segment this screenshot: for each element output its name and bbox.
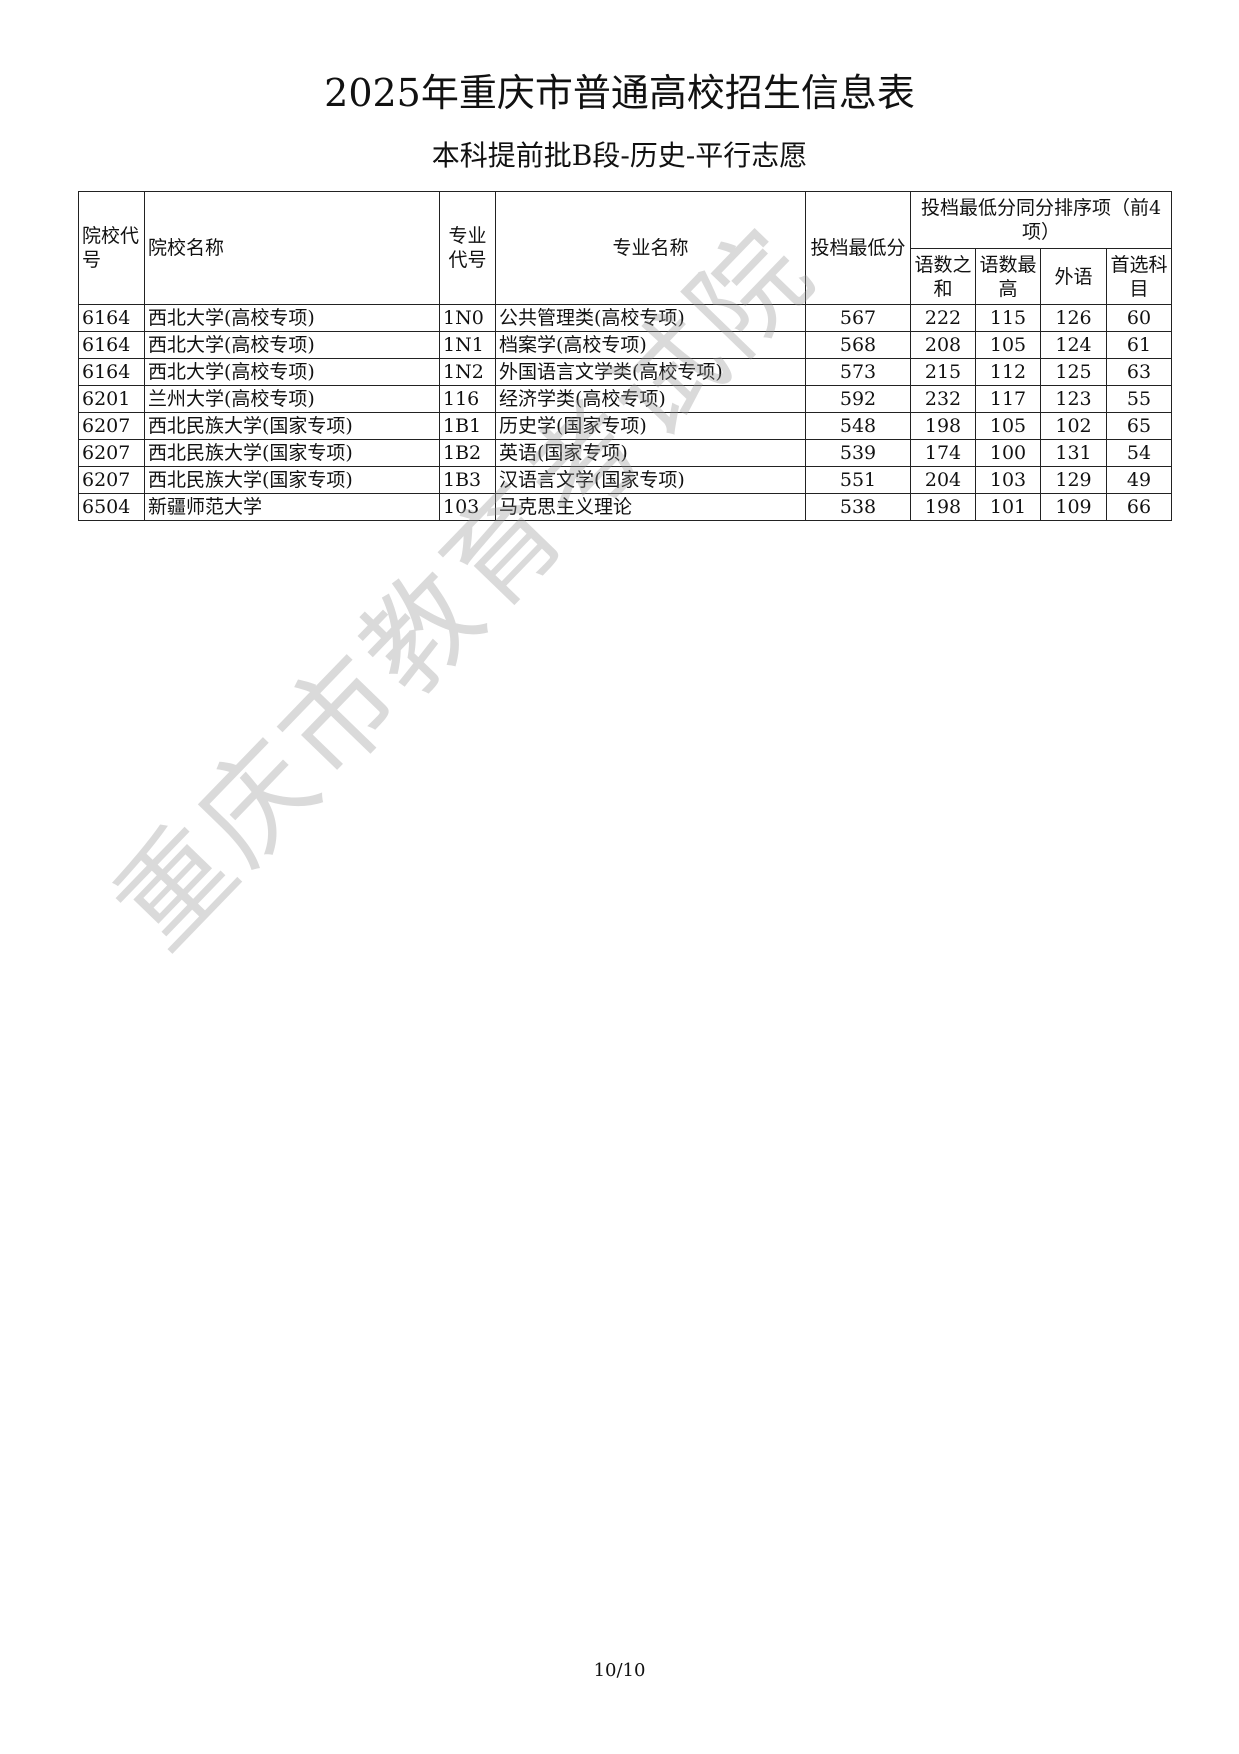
cell-school-code: 6164 xyxy=(78,304,145,332)
cell-school-code: 6201 xyxy=(78,385,145,413)
cell-tb1: 198 xyxy=(910,493,976,521)
cell-major-name: 汉语言文学(国家专项) xyxy=(495,466,806,494)
cell-school-code: 6207 xyxy=(78,412,145,440)
table-row: 6207 西北民族大学(国家专项) 1B2 英语(国家专项) 539 174 100 131 5… xyxy=(78,439,1172,467)
cell-min-score: 539 xyxy=(805,439,911,467)
cell-tb2: 105 xyxy=(975,412,1041,440)
cell-tb1: 198 xyxy=(910,412,976,440)
cell-school-code: 6164 xyxy=(78,331,145,359)
header-min-score: 投档最低分 xyxy=(805,191,911,305)
cell-tb4: 66 xyxy=(1106,493,1172,521)
cell-school-code: 6207 xyxy=(78,439,145,467)
cell-school-name: 西北民族大学(国家专项) xyxy=(144,439,440,467)
cell-school-name: 西北大学(高校专项) xyxy=(144,331,440,359)
cell-major-code: 1B1 xyxy=(439,412,496,440)
cell-min-score: 592 xyxy=(805,385,911,413)
cell-school-code: 6207 xyxy=(78,466,145,494)
cell-major-name: 外国语言文学类(高校专项) xyxy=(495,358,806,386)
page-subtitle: 本科提前批B段-历史-平行志愿 xyxy=(431,139,808,172)
table-row: 6207 西北民族大学(国家专项) 1B1 历史学(国家专项) 548 198 105 102… xyxy=(78,412,1172,440)
cell-tb2: 117 xyxy=(975,385,1041,413)
cell-major-name: 英语(国家专项) xyxy=(495,439,806,467)
cell-tb3: 131 xyxy=(1040,439,1107,467)
table-row: 6164 西北大学(高校专项) 1N2 外国语言文学类(高校专项) 573 215 112 1… xyxy=(78,358,1172,386)
header-tiebreak-1: 语数之和 xyxy=(910,248,976,305)
header-tiebreak-4: 首选科目 xyxy=(1106,248,1172,305)
cell-major-code: 103 xyxy=(439,493,496,521)
cell-major-code: 1B3 xyxy=(439,466,496,494)
cell-major-name: 经济学类(高校专项) xyxy=(495,385,806,413)
table-row: 6207 西北民族大学(国家专项) 1B3 汉语言文学(国家专项) 551 204 103 1… xyxy=(78,466,1172,494)
cell-min-score: 551 xyxy=(805,466,911,494)
cell-tb4: 54 xyxy=(1106,439,1172,467)
cell-tb2: 101 xyxy=(975,493,1041,521)
cell-school-name: 西北大学(高校专项) xyxy=(144,358,440,386)
cell-tb4: 60 xyxy=(1106,304,1172,332)
cell-school-code: 6164 xyxy=(78,358,145,386)
cell-school-name: 西北民族大学(国家专项) xyxy=(144,466,440,494)
header-major-code: 专业代号 xyxy=(439,191,496,305)
cell-tb2: 103 xyxy=(975,466,1041,494)
cell-tb1: 204 xyxy=(910,466,976,494)
cell-tb1: 232 xyxy=(910,385,976,413)
cell-tb2: 100 xyxy=(975,439,1041,467)
cell-major-name: 马克思主义理论 xyxy=(495,493,806,521)
cell-tb4: 61 xyxy=(1106,331,1172,359)
cell-major-name: 历史学(国家专项) xyxy=(495,412,806,440)
cell-tb1: 174 xyxy=(910,439,976,467)
cell-tb4: 65 xyxy=(1106,412,1172,440)
cell-tb3: 123 xyxy=(1040,385,1107,413)
header-major-name: 专业名称 xyxy=(495,191,806,305)
table-row: 6164 西北大学(高校专项) 1N0 公共管理类(高校专项) 567 222 115 126… xyxy=(78,304,1172,332)
cell-min-score: 573 xyxy=(805,358,911,386)
cell-tb3: 109 xyxy=(1040,493,1107,521)
cell-school-name: 西北民族大学(国家专项) xyxy=(144,412,440,440)
cell-tb2: 112 xyxy=(975,358,1041,386)
cell-major-code: 1N2 xyxy=(439,358,496,386)
cell-school-name: 新疆师范大学 xyxy=(144,493,440,521)
cell-major-name: 档案学(高校专项) xyxy=(495,331,806,359)
cell-major-code: 116 xyxy=(439,385,496,413)
cell-tb1: 215 xyxy=(910,358,976,386)
table-row: 6164 西北大学(高校专项) 1N1 档案学(高校专项) 568 208 105 124 61 xyxy=(78,331,1172,359)
cell-min-score: 538 xyxy=(805,493,911,521)
header-tiebreak-2: 语数最高 xyxy=(975,248,1041,305)
table-row: 6201 兰州大学(高校专项) 116 经济学类(高校专项) 592 232 117 123 5… xyxy=(78,385,1172,413)
cell-tb4: 49 xyxy=(1106,466,1172,494)
header-school-code: 院校代号 xyxy=(78,191,145,305)
cell-school-name: 西北大学(高校专项) xyxy=(144,304,440,332)
header-tiebreak-group: 投档最低分同分排序项（前4项） xyxy=(910,191,1172,249)
cell-tb3: 129 xyxy=(1040,466,1107,494)
page-number: 10/10 xyxy=(593,1660,646,1681)
page-title: 2025年重庆市普通高校招生信息表 xyxy=(324,71,915,115)
cell-major-code: 1N0 xyxy=(439,304,496,332)
header-tiebreak-3: 外语 xyxy=(1040,248,1107,305)
cell-tb3: 126 xyxy=(1040,304,1107,332)
cell-school-name: 兰州大学(高校专项) xyxy=(144,385,440,413)
table-row: 6504 新疆师范大学 103 马克思主义理论 538 198 101 109 66 xyxy=(78,493,1172,521)
cell-tb3: 124 xyxy=(1040,331,1107,359)
cell-tb1: 222 xyxy=(910,304,976,332)
cell-major-code: 1B2 xyxy=(439,439,496,467)
admission-table: 院校代号 院校名称 专业代号 专业名称 投档最低分 投档最低分同分排序项（前4项… xyxy=(78,191,1172,521)
cell-tb4: 63 xyxy=(1106,358,1172,386)
cell-tb2: 115 xyxy=(975,304,1041,332)
cell-tb3: 102 xyxy=(1040,412,1107,440)
header-school-name: 院校名称 xyxy=(144,191,440,305)
cell-tb2: 105 xyxy=(975,331,1041,359)
cell-tb1: 208 xyxy=(910,331,976,359)
cell-school-code: 6504 xyxy=(78,493,145,521)
cell-major-name: 公共管理类(高校专项) xyxy=(495,304,806,332)
cell-min-score: 568 xyxy=(805,331,911,359)
cell-min-score: 548 xyxy=(805,412,911,440)
cell-major-code: 1N1 xyxy=(439,331,496,359)
cell-min-score: 567 xyxy=(805,304,911,332)
cell-tb3: 125 xyxy=(1040,358,1107,386)
cell-tb4: 55 xyxy=(1106,385,1172,413)
